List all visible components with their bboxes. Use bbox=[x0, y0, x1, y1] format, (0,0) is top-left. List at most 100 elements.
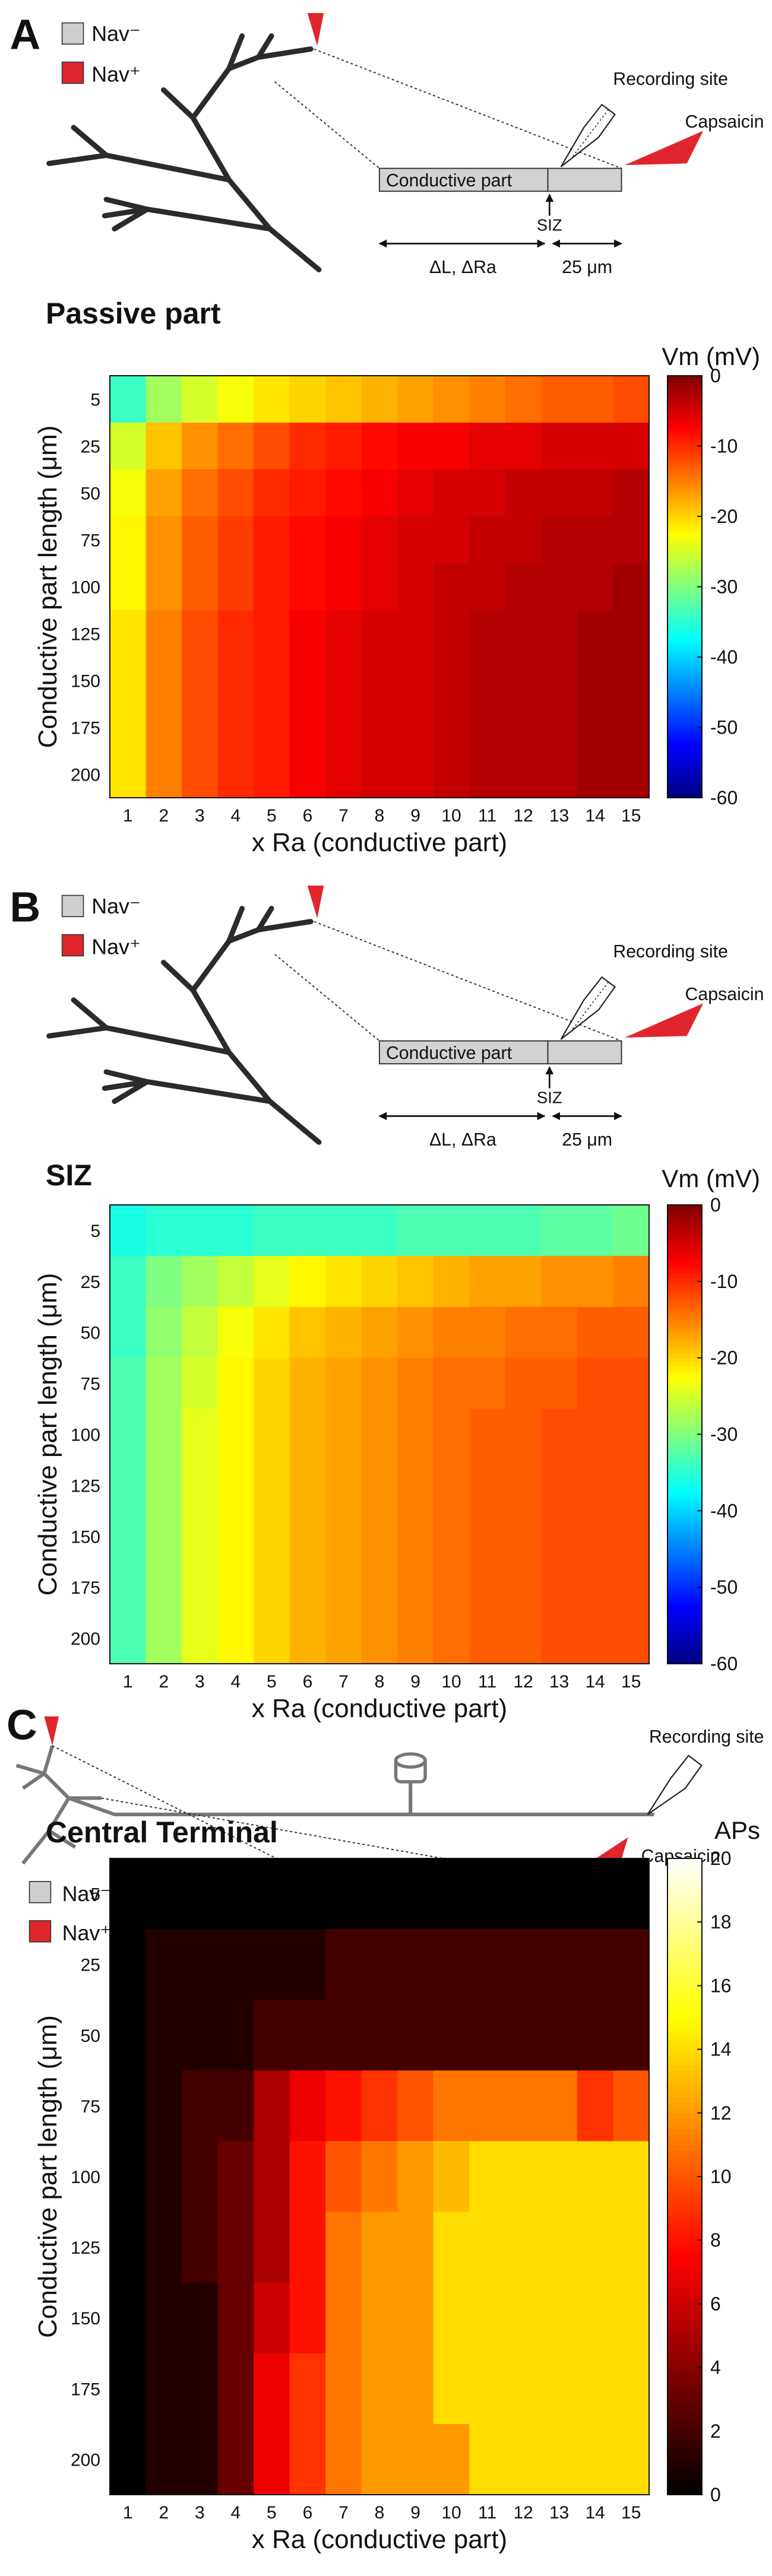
electrode-wire bbox=[572, 982, 609, 1030]
heatmap-cell bbox=[613, 423, 650, 470]
colorbar-tick-label: -40 bbox=[710, 1500, 738, 1521]
colorbar-swatch bbox=[667, 1533, 702, 1538]
length-label: 25 μm bbox=[562, 1130, 612, 1150]
heatmap-cell bbox=[469, 1460, 506, 1511]
colorbar-swatch bbox=[667, 1610, 702, 1614]
heatmap-cell bbox=[217, 1562, 254, 1613]
colorbar-swatch bbox=[667, 1879, 702, 1886]
colorbar-swatch bbox=[667, 629, 702, 633]
heatmap-cell bbox=[289, 516, 326, 564]
electrode-wire bbox=[572, 109, 609, 157]
colorbar-swatch bbox=[667, 1220, 702, 1224]
heatmap-cell bbox=[505, 1205, 542, 1257]
heatmap-cell bbox=[505, 1408, 542, 1461]
heatmap-cell bbox=[469, 704, 506, 751]
capsaicin-label: Capsaicin bbox=[685, 112, 764, 132]
capsaicin-marker bbox=[625, 1003, 704, 1038]
heatmap-cell bbox=[254, 516, 290, 564]
heatmap-cell bbox=[577, 751, 614, 798]
y-tick-label: 75 bbox=[81, 531, 100, 551]
colorbar-swatch bbox=[667, 2447, 702, 2453]
colorbar-swatch bbox=[667, 762, 702, 767]
heatmap-cell bbox=[505, 2000, 542, 2071]
heatmap-cell bbox=[433, 516, 470, 564]
colorbar-swatch bbox=[667, 1243, 702, 1248]
heatmap-cell bbox=[577, 516, 614, 564]
colorbar-swatch bbox=[667, 1572, 702, 1576]
heatmap-cell bbox=[469, 1613, 506, 1664]
colorbar-swatch bbox=[667, 1392, 702, 1397]
legend-label: Nav⁺ bbox=[91, 935, 141, 959]
heatmap-cell bbox=[469, 610, 506, 658]
colorbar-swatch bbox=[667, 1312, 702, 1316]
heatmap-cell bbox=[505, 704, 542, 751]
colorbar-swatch bbox=[667, 636, 702, 640]
heatmap-cell bbox=[541, 2423, 578, 2495]
colorbar-swatch bbox=[667, 1656, 702, 1661]
heatmap-cell bbox=[217, 2141, 254, 2213]
colorbar-swatch bbox=[667, 1487, 702, 1492]
heatmap-cell bbox=[145, 1858, 182, 1930]
colorbar-swatch bbox=[667, 1335, 702, 1340]
heatmap-cell bbox=[505, 1613, 542, 1664]
heatmap-cell bbox=[110, 2282, 147, 2354]
heatmap-cell bbox=[397, 1306, 434, 1359]
heatmap-cell bbox=[145, 657, 182, 705]
colorbar-swatch bbox=[667, 611, 702, 616]
heatmap-cell bbox=[577, 469, 614, 517]
colorbar-swatch bbox=[667, 2431, 702, 2437]
colorbar-swatch bbox=[667, 1232, 702, 1236]
colorbar-swatch bbox=[667, 477, 702, 482]
heatmap-cell bbox=[577, 704, 614, 751]
heatmap-cell bbox=[289, 2423, 326, 2495]
colorbar-swatch bbox=[667, 2340, 702, 2347]
colorbar-swatch bbox=[667, 657, 702, 661]
colorbar-swatch bbox=[667, 555, 702, 559]
colorbar-swatch bbox=[667, 2452, 702, 2458]
heatmap-cell bbox=[505, 1929, 542, 2000]
colorbar-swatch bbox=[667, 1660, 702, 1664]
y-tick-label: 5 bbox=[90, 1885, 100, 1905]
colorbar-swatch bbox=[667, 745, 702, 749]
heatmap-cell bbox=[613, 1613, 650, 1664]
colorbar-swatch bbox=[667, 2235, 702, 2241]
colorbar-swatch bbox=[667, 2240, 702, 2246]
heatmap-cell bbox=[613, 2141, 650, 2213]
colorbar-swatch bbox=[667, 1948, 702, 1955]
heatmap-cell bbox=[505, 563, 542, 611]
heatmap-cell bbox=[433, 1408, 470, 1461]
colorbar-swatch bbox=[667, 432, 702, 436]
heatmap-cell bbox=[361, 1205, 398, 1257]
heatmap-cell bbox=[541, 2000, 578, 2071]
heatmap-cell bbox=[325, 704, 362, 751]
heatmap-cell bbox=[145, 1205, 182, 1257]
colorbar-swatch bbox=[667, 1365, 702, 1370]
heatmap-cell bbox=[110, 704, 147, 751]
heatmap-cell bbox=[254, 1511, 290, 1562]
heatmap-cell bbox=[325, 2423, 362, 2495]
colorbar-swatch bbox=[667, 625, 702, 630]
heatmap-cell bbox=[361, 1511, 398, 1562]
colorbar-swatch bbox=[667, 632, 702, 637]
heatmap-cell bbox=[325, 657, 362, 705]
dendrite bbox=[226, 33, 245, 72]
heatmap-cell bbox=[254, 376, 290, 423]
heatmap-cell bbox=[361, 516, 398, 564]
x-tick-label: 11 bbox=[478, 806, 496, 826]
colorbar-swatch bbox=[667, 1289, 702, 1293]
heatmap-cell bbox=[469, 1562, 506, 1613]
capsaicin-marker bbox=[625, 131, 704, 166]
heatmap-cell bbox=[469, 2212, 506, 2283]
heatmap-cell bbox=[469, 1858, 506, 1930]
heatmap-cell bbox=[361, 751, 398, 798]
legend-label: Nav⁻ bbox=[62, 1882, 112, 1906]
heatmap-cell bbox=[110, 1929, 147, 2000]
heatmap-cell bbox=[110, 1460, 147, 1511]
colorbar-swatch bbox=[667, 678, 702, 683]
colorbar-swatch bbox=[667, 2436, 702, 2442]
heatmap-cell bbox=[541, 2212, 578, 2283]
colorbar-swatch bbox=[667, 1293, 702, 1297]
colorbar-swatch bbox=[667, 453, 702, 457]
heatmap-cell bbox=[433, 563, 470, 611]
colorbar-swatch bbox=[667, 389, 702, 394]
